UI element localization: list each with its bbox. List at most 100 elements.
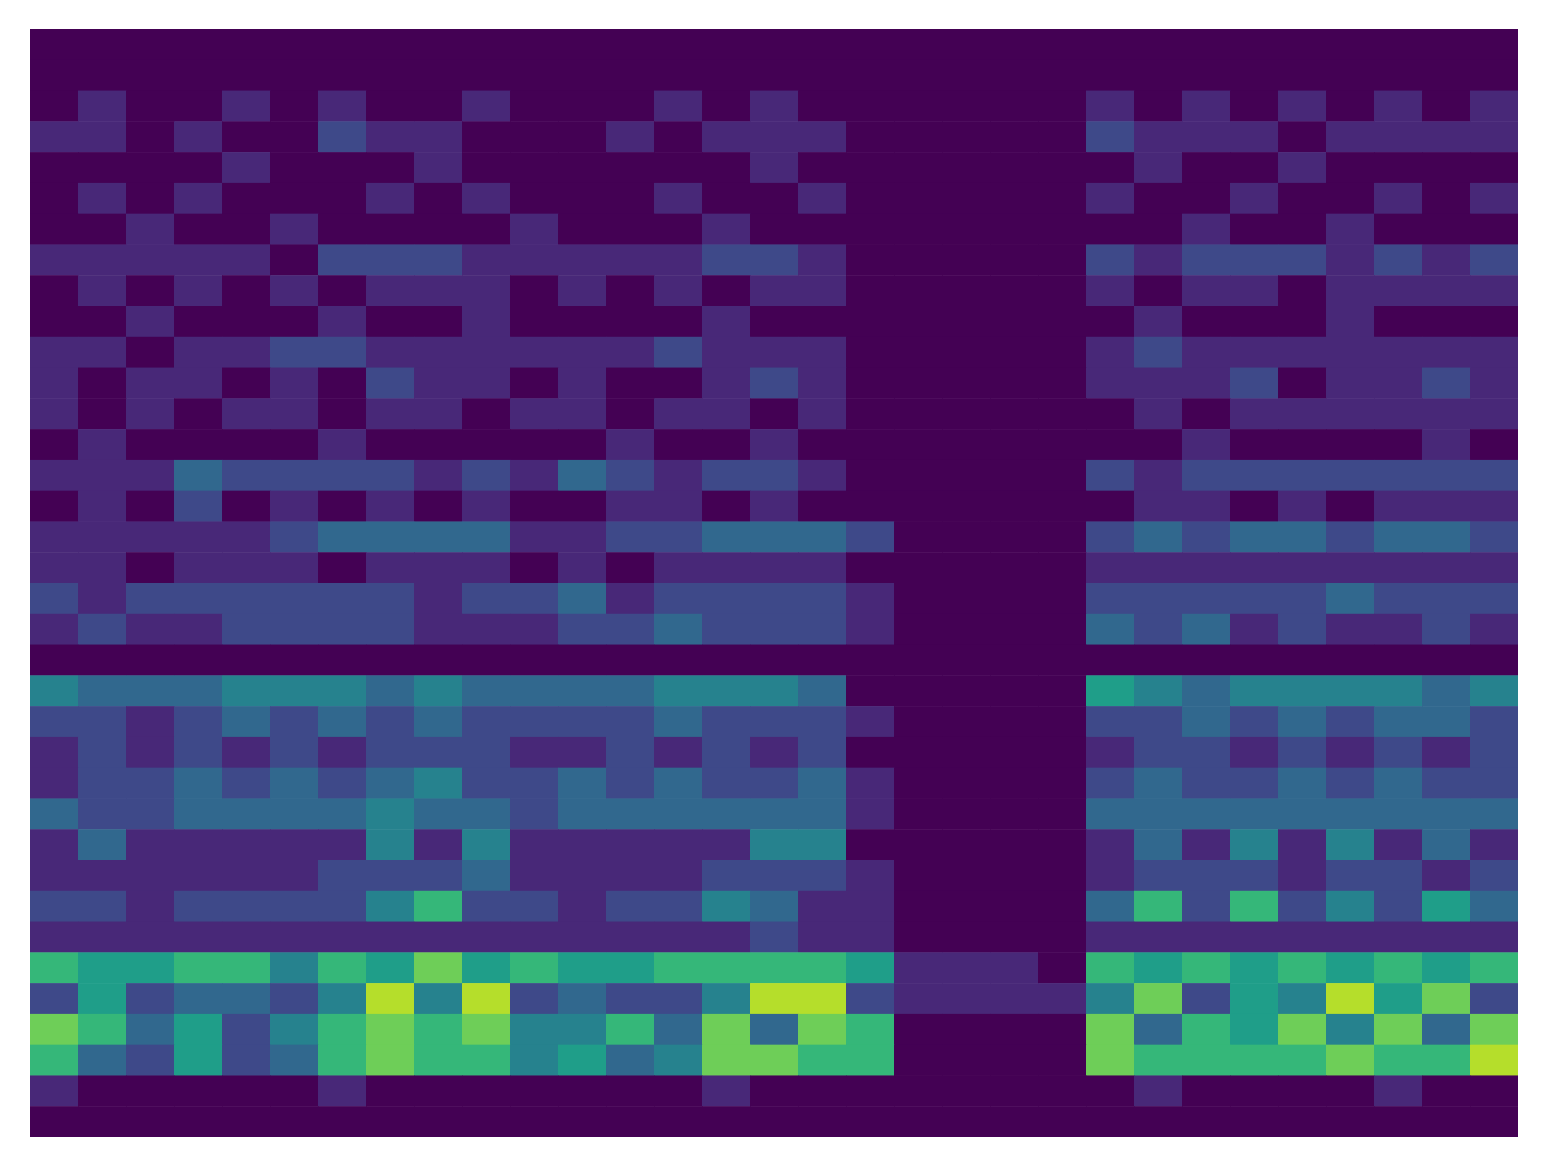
cell bbox=[1086, 460, 1135, 491]
cell bbox=[750, 91, 799, 122]
cell bbox=[846, 521, 895, 552]
cell bbox=[1374, 645, 1423, 676]
cell bbox=[1230, 1045, 1279, 1076]
cell bbox=[894, 1075, 943, 1106]
cell bbox=[942, 368, 991, 399]
cell bbox=[78, 922, 127, 953]
cell bbox=[318, 860, 367, 891]
cell bbox=[222, 768, 271, 799]
cell bbox=[1422, 244, 1471, 275]
cell bbox=[318, 183, 367, 214]
cell bbox=[1086, 429, 1135, 460]
cell bbox=[1134, 214, 1183, 245]
cell bbox=[462, 952, 511, 983]
cell bbox=[222, 829, 271, 860]
cell bbox=[1374, 768, 1423, 799]
cell bbox=[1230, 183, 1279, 214]
cell bbox=[702, 798, 751, 829]
cell bbox=[654, 1075, 703, 1106]
cell bbox=[894, 275, 943, 306]
cell bbox=[126, 768, 175, 799]
cell bbox=[270, 491, 319, 522]
cell bbox=[366, 152, 415, 183]
cell bbox=[702, 244, 751, 275]
cell bbox=[1326, 521, 1375, 552]
cell bbox=[318, 645, 367, 676]
cell bbox=[30, 737, 79, 768]
cell bbox=[414, 398, 463, 429]
cell bbox=[654, 706, 703, 737]
cell bbox=[558, 121, 607, 152]
cell bbox=[750, 183, 799, 214]
cell bbox=[942, 1106, 991, 1137]
cell bbox=[1278, 521, 1327, 552]
cell bbox=[510, 983, 559, 1014]
cell bbox=[414, 244, 463, 275]
cell bbox=[78, 398, 127, 429]
cell bbox=[1374, 552, 1423, 583]
cell bbox=[174, 675, 223, 706]
cell bbox=[558, 614, 607, 645]
cell bbox=[1038, 645, 1087, 676]
cell bbox=[1374, 1045, 1423, 1076]
cell bbox=[1422, 768, 1471, 799]
cell bbox=[1470, 1075, 1518, 1106]
cell bbox=[462, 1014, 511, 1045]
cell bbox=[1038, 922, 1087, 953]
cell bbox=[366, 1075, 415, 1106]
cell bbox=[1374, 675, 1423, 706]
cell bbox=[174, 983, 223, 1014]
cell bbox=[1182, 1106, 1231, 1137]
cell bbox=[1326, 214, 1375, 245]
cell bbox=[1134, 583, 1183, 614]
cell bbox=[558, 891, 607, 922]
cell bbox=[702, 214, 751, 245]
cell bbox=[510, 583, 559, 614]
cell bbox=[702, 1045, 751, 1076]
cell bbox=[990, 829, 1039, 860]
cell bbox=[126, 583, 175, 614]
cell bbox=[750, 1106, 799, 1137]
cell bbox=[1326, 675, 1375, 706]
cell bbox=[1230, 368, 1279, 399]
cell bbox=[702, 614, 751, 645]
cell bbox=[1470, 368, 1518, 399]
cell bbox=[318, 768, 367, 799]
cell bbox=[1422, 706, 1471, 737]
cell bbox=[846, 706, 895, 737]
cell bbox=[1326, 706, 1375, 737]
cell bbox=[1038, 337, 1087, 368]
cell bbox=[606, 337, 655, 368]
cell bbox=[1230, 645, 1279, 676]
cell bbox=[414, 829, 463, 860]
cell bbox=[702, 183, 751, 214]
cell bbox=[462, 552, 511, 583]
cell bbox=[702, 583, 751, 614]
cell bbox=[702, 91, 751, 122]
cell bbox=[1470, 583, 1518, 614]
cell bbox=[174, 275, 223, 306]
cell bbox=[30, 275, 79, 306]
cell bbox=[1422, 798, 1471, 829]
cell bbox=[270, 29, 319, 60]
cell bbox=[30, 91, 79, 122]
cell bbox=[1134, 183, 1183, 214]
cell bbox=[1038, 491, 1087, 522]
cell bbox=[318, 552, 367, 583]
cell bbox=[1230, 922, 1279, 953]
cell bbox=[558, 829, 607, 860]
cell bbox=[1182, 1045, 1231, 1076]
cell bbox=[270, 275, 319, 306]
cell bbox=[558, 675, 607, 706]
cell bbox=[942, 29, 991, 60]
cell bbox=[1278, 552, 1327, 583]
cell bbox=[1422, 645, 1471, 676]
cell bbox=[1230, 244, 1279, 275]
cell bbox=[798, 614, 847, 645]
cell bbox=[750, 398, 799, 429]
cell bbox=[942, 275, 991, 306]
cell bbox=[1134, 337, 1183, 368]
cell bbox=[1470, 460, 1518, 491]
cell bbox=[846, 398, 895, 429]
cell bbox=[1182, 183, 1231, 214]
